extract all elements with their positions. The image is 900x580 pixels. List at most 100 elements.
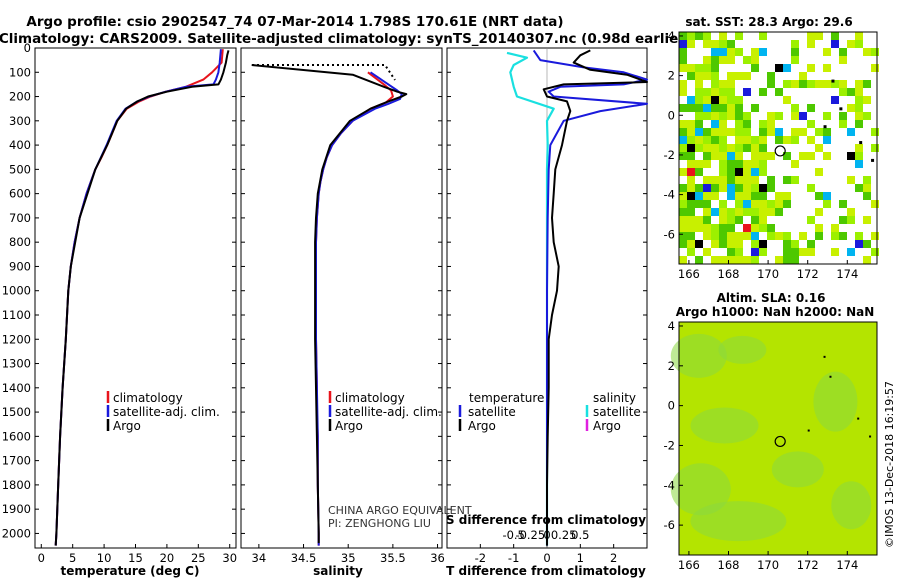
sst-pixel [743, 168, 751, 176]
map-x-tick-label: 172 [797, 267, 819, 281]
sst-pixel [679, 56, 687, 64]
sst-pixel [743, 256, 751, 264]
sst-pixel [695, 144, 703, 152]
sst-pixel [871, 144, 879, 152]
sst-pixel [791, 240, 799, 248]
sst-pixel [727, 128, 735, 136]
map-x-tick-label: 168 [718, 558, 740, 572]
sst-pixel [751, 48, 759, 56]
depth-tick-label: 0 [24, 41, 31, 55]
sst-pixel [847, 128, 855, 136]
sst-pixel [799, 232, 807, 240]
sst-pixel [783, 152, 791, 160]
sst-pixel [847, 104, 855, 112]
sst-pixel [687, 168, 695, 176]
sst-pixel [807, 240, 815, 248]
sst-pixel [711, 184, 719, 192]
sst-pixel [783, 240, 791, 248]
argo-line [251, 64, 408, 544]
sst-pixel [767, 112, 775, 120]
x-tick-label: 35 [341, 551, 356, 565]
sst-pixel [679, 200, 687, 208]
sst-pixel [767, 184, 775, 192]
sst-pixel [847, 176, 855, 184]
sst-pixel [719, 128, 727, 136]
x-tick-label: 1 [577, 551, 584, 565]
sst-pixel [743, 200, 751, 208]
sst-pixel [703, 40, 711, 48]
sst-pixel [847, 248, 855, 256]
sst-pixel [679, 64, 687, 72]
sst-pixel [703, 176, 711, 184]
sst-pixel [719, 48, 727, 56]
sst-pixel [687, 96, 695, 104]
sst-pixel [791, 128, 799, 136]
map-frame [678, 321, 878, 556]
sst-pixel [679, 152, 687, 160]
sst-pixel [855, 240, 863, 248]
sst-pixel [871, 128, 879, 136]
depth-tick-label: 600 [9, 187, 31, 201]
sst-pixel [687, 72, 695, 80]
legend-s-argo-label: Argo [593, 419, 621, 433]
sst-pixel [687, 136, 695, 144]
legend-t-argo-label: Argo [468, 419, 496, 433]
sst-pixel [687, 224, 695, 232]
legend-satellite-label: satellite-adj. clim. [113, 405, 220, 419]
sst-pixel [743, 184, 751, 192]
sst-pixel [863, 112, 871, 120]
sst-pixel [799, 72, 807, 80]
climatology-line [315, 71, 394, 546]
sst-pixel [831, 80, 839, 88]
sst-pixel [751, 216, 759, 224]
watermark-line2: PI: ZENGHONG LIU [328, 517, 431, 530]
sst-pixel [855, 88, 863, 96]
sst-pixel [815, 32, 823, 40]
sst-pixel [679, 208, 687, 216]
sst-pixel [767, 120, 775, 128]
sst-pixel [783, 64, 791, 72]
sst-pixel [703, 56, 711, 64]
map-frame [678, 31, 878, 265]
sst-pixel [791, 176, 799, 184]
sst-pixel [695, 128, 703, 136]
depth-tick-label: 500 [9, 162, 31, 176]
sst-pixel [799, 248, 807, 256]
sst-pixel [751, 104, 759, 112]
sst-pixel [759, 48, 767, 56]
sst-pixel [791, 40, 799, 48]
sst-map: 166 168 170 172 174 4 2 0 -2 -4 -6 [664, 29, 879, 281]
temperature-axis-label: temperature (deg C) [61, 564, 200, 578]
sst-pixel [719, 240, 727, 248]
sst-pixel [767, 72, 775, 80]
sst-pixel [679, 240, 687, 248]
sst-pixel [743, 136, 751, 144]
depth-tick-label: 800 [9, 235, 31, 249]
sst-pixel [839, 120, 847, 128]
sst-pixel [727, 256, 735, 264]
sst-pixel [751, 256, 759, 264]
legend-argo-label: Argo [335, 419, 363, 433]
depth-tick-label: 2000 [2, 526, 31, 540]
sst-pixel [839, 232, 847, 240]
sst-pixel [759, 184, 767, 192]
sst-pixel [855, 96, 863, 104]
map-x-tick-label: 174 [836, 558, 858, 572]
sst-pixel [735, 168, 743, 176]
sst-pixel [679, 256, 687, 264]
sst-pixel [719, 120, 727, 128]
sst-pixel [751, 240, 759, 248]
temperature-argo-line [542, 49, 648, 546]
map-x-tick-label: 170 [757, 267, 779, 281]
x-tick-label: 34 [252, 551, 267, 565]
sst-pixel [695, 192, 703, 200]
depth-tick-label: 300 [9, 114, 31, 128]
legend-satellite-label: satellite-adj. clim. [335, 405, 442, 419]
sst-pixel [751, 152, 759, 160]
sst-pixel [703, 64, 711, 72]
sst-pixel [751, 200, 759, 208]
sst-pixel [735, 128, 743, 136]
sst-pixel [839, 48, 847, 56]
sst-pixel [679, 192, 687, 200]
island-speck [871, 158, 875, 162]
